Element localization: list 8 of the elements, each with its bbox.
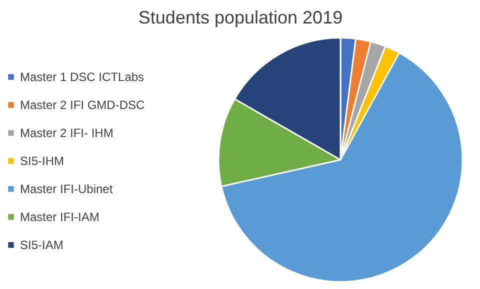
legend-label: Master 2 IFI- IHM — [20, 126, 114, 140]
legend-label: Master IFI-IAM — [20, 210, 100, 224]
legend-label: Master 2 IFI GMD-DSC — [20, 98, 145, 112]
legend-label: Master IFI-Ubinet — [20, 182, 113, 196]
legend-label: SI5-IAM — [20, 238, 64, 252]
legend-label: SI5-IHM — [20, 154, 64, 168]
legend-label: Master 1 DSC ICTLabs — [20, 70, 144, 84]
chart-title: Students population 2019 — [138, 8, 343, 28]
